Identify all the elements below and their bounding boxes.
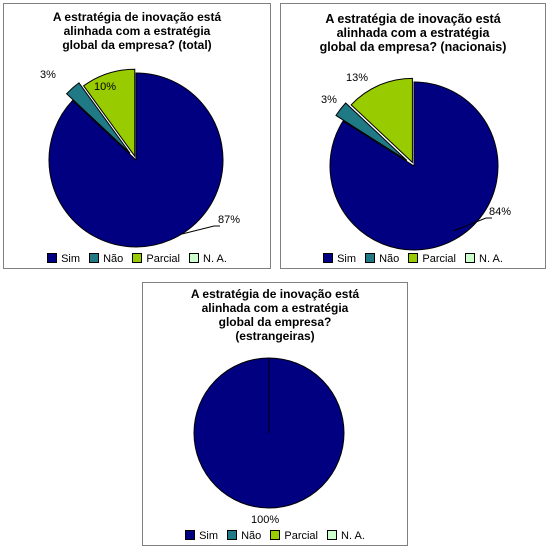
chart-title: A estratégia de inovação está alinhada c… — [281, 12, 545, 54]
pie-chart-estrangeiras: A estratégia de inovação está alinhada c… — [142, 282, 408, 546]
legend-item-sim: Sim — [323, 253, 356, 265]
title-line-3: global da empresa? — [218, 315, 332, 329]
legend-item-nao: Não — [365, 253, 399, 265]
legend-swatch-nao — [227, 530, 238, 540]
title-line-3: global da empresa? (total) — [62, 38, 212, 52]
legend-swatch-nao — [365, 253, 376, 263]
legend-label: Sim — [199, 530, 219, 542]
pie-slice-sim — [329, 81, 499, 251]
legend-item-sim: Sim — [47, 253, 80, 265]
legend-swatch-na — [189, 253, 200, 263]
legend-item-nao: Não — [89, 253, 123, 265]
legend-swatch-sim — [323, 253, 334, 263]
legend-swatch-parcial — [408, 253, 419, 263]
data-label-parcial: 13% — [346, 72, 368, 84]
leader-line — [452, 217, 492, 232]
legend-swatch-parcial — [132, 253, 143, 263]
legend-swatch-sim — [47, 253, 58, 263]
title-line-1: A estratégia de inovação está — [190, 287, 360, 301]
legend-label: Parcial — [422, 253, 456, 265]
legend-item-na: N. A. — [189, 253, 227, 265]
legend-swatch-nao — [89, 253, 100, 263]
legend-label: N. A. — [341, 530, 365, 542]
data-label-no: 3% — [40, 69, 56, 81]
pie-plot: 87% 3% 10% — [40, 68, 240, 248]
leader-line — [181, 225, 220, 235]
legend-label: Sim — [61, 253, 81, 265]
data-label-parcial: 10% — [94, 81, 116, 93]
chart-legend: Sim Não Parcial N. A. — [143, 530, 407, 542]
legend-label: Parcial — [284, 530, 318, 542]
legend-swatch-na — [465, 253, 476, 263]
pie-slice-parcial — [82, 68, 136, 158]
title-line-2: alinhada com a estratégia — [336, 26, 490, 40]
legend-item-sim: Sim — [185, 530, 218, 542]
pie-chart-total: A estratégia de inovação está alinhada c… — [3, 3, 271, 269]
title-line-2: alinhada com a estratégia — [201, 301, 349, 315]
legend-label: Não — [379, 253, 400, 265]
chart-legend: Sim Não Parcial N. A. — [281, 253, 545, 265]
data-label-sim: 87% — [218, 214, 240, 226]
legend-item-na: N. A. — [327, 530, 365, 542]
title-line-2: alinhada com a estratégia — [63, 24, 211, 38]
legend-swatch-sim — [185, 530, 196, 540]
title-line-4: (estrangeiras) — [235, 329, 315, 343]
legend-label: Não — [241, 530, 262, 542]
legend-item-parcial: Parcial — [132, 253, 180, 265]
title-line-1: A estratégia de inovação está — [52, 10, 222, 24]
legend-swatch-na — [327, 530, 338, 540]
pie-slice-sim — [48, 72, 224, 248]
legend-label: N. A. — [479, 253, 503, 265]
legend-item-parcial: Parcial — [270, 530, 318, 542]
pie-plot: 100% — [193, 357, 345, 526]
legend-swatch-parcial — [270, 530, 281, 540]
legend-label: N. A. — [203, 253, 227, 265]
pie-chart-nacionais: A estratégia de inovação está alinhada c… — [280, 3, 546, 269]
pie-plot: 84% 3% 13% — [321, 72, 511, 251]
legend-item-parcial: Parcial — [408, 253, 456, 265]
pie-slice-no — [65, 82, 131, 154]
legend-item-na: N. A. — [465, 253, 503, 265]
pie-slice-parcial — [350, 77, 413, 164]
legend-label: Não — [103, 253, 124, 265]
chart-title: A estratégia de inovação está alinhada c… — [143, 287, 407, 343]
legend-label: Sim — [337, 253, 357, 265]
legend-item-nao: Não — [227, 530, 261, 542]
title-line-3: global da empresa? (nacionais) — [319, 40, 507, 54]
legend-label: Parcial — [146, 253, 180, 265]
data-label-sim: 84% — [489, 206, 511, 218]
chart-legend: Sim Não Parcial N. A. — [4, 253, 270, 265]
title-line-1: A estratégia de inovação está — [325, 12, 501, 26]
chart-title: A estratégia de inovação está alinhada c… — [4, 10, 270, 52]
data-label-no: 3% — [321, 94, 337, 106]
pie-slice-no — [335, 102, 408, 161]
data-label-sim: 100% — [251, 514, 279, 526]
